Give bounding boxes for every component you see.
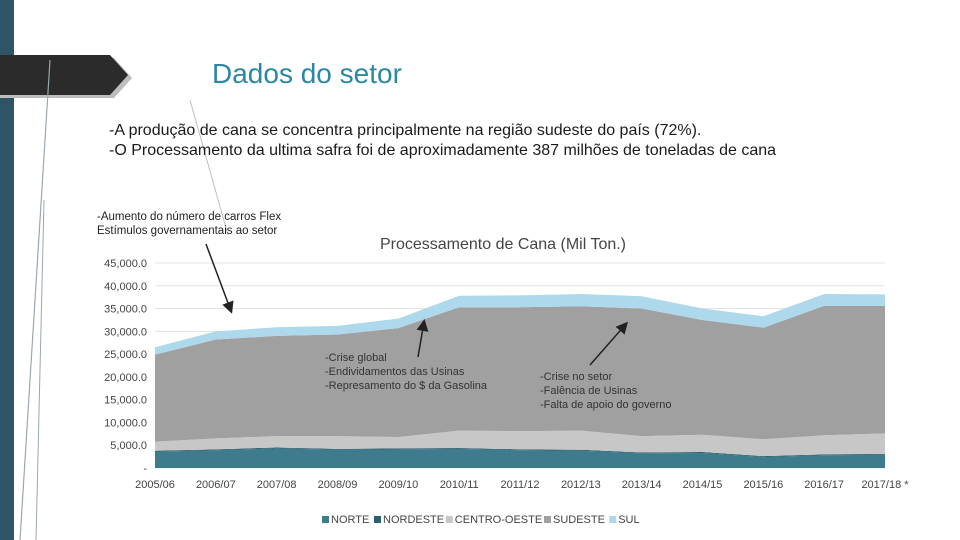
x-tick-label: 2012/13 <box>561 479 601 491</box>
annotation-sector-crisis: -Crise no setor -Falência de Usinas -Fal… <box>540 371 671 411</box>
arrow-to-2012 <box>589 321 628 366</box>
legend-swatch <box>322 516 329 523</box>
area-series-sul <box>155 293 885 355</box>
legend-label: NORTE <box>331 514 369 526</box>
annotation-line: -Endividamentos das Usinas <box>325 366 465 378</box>
flex-cars-note: -Aumento do número de carros Flex Estímu… <box>97 210 281 238</box>
legend-swatch <box>609 516 617 523</box>
legend-label: SUDESTE <box>553 514 605 526</box>
y-tick-label: - <box>143 463 147 475</box>
legend-swatch <box>374 516 381 523</box>
y-tick-label: 25,000.0 <box>104 349 147 361</box>
x-tick-label: 2016/17 <box>804 479 844 491</box>
annotation-line: -Crise no setor <box>540 371 612 383</box>
note-line: -Aumento do número de carros Flex <box>97 211 282 223</box>
bullet-processing-volume: -O Processamento da ultima safra foi de … <box>109 142 777 159</box>
x-tick-label: 2015/16 <box>743 479 783 491</box>
slide-title: Dados do setor <box>212 58 402 89</box>
y-tick-label: 45,000.0 <box>104 258 147 270</box>
y-tick-label: 30,000.0 <box>104 326 147 338</box>
x-tick-label: 2008/09 <box>318 479 358 491</box>
legend-swatch <box>445 516 453 523</box>
area-series-norte <box>155 448 885 468</box>
area-series-centro-oeste <box>155 430 885 457</box>
annotation-global-crisis: -Crise global -Endividamentos das Usinas… <box>325 352 488 392</box>
x-tick-label: 2009/10 <box>378 479 418 491</box>
left-accent-bar <box>0 0 14 540</box>
bullet-regional-production: -A produção de cana se concentra princip… <box>109 122 702 139</box>
y-tick-label: 40,000.0 <box>104 281 147 293</box>
legend-swatch <box>544 516 551 523</box>
annotation-line: -Falta de apoio do governo <box>540 399 671 411</box>
arrow-to-2009 <box>416 319 429 358</box>
legend-label: CENTRO-OESTE <box>455 514 542 526</box>
area-series-nordeste <box>155 447 885 458</box>
y-tick-label: 5,000.0 <box>110 440 147 452</box>
x-tick-label: 2017/18 * <box>861 479 909 491</box>
y-tick-label: 15,000.0 <box>104 395 147 407</box>
annotation-line: -Falência de Usinas <box>540 385 638 397</box>
x-tick-label: 2006/07 <box>196 479 236 491</box>
note-line: Estímulos governamentais ao setor <box>97 225 278 237</box>
chart-title: Processamento de Cana (Mil Ton.) <box>380 236 626 253</box>
area-series-sudeste <box>155 305 885 442</box>
legend-label: SUL <box>618 514 639 526</box>
y-tick-label: 35,000.0 <box>104 304 147 316</box>
x-tick-label: 2005/06 <box>135 479 175 491</box>
x-tick-label: 2007/08 <box>257 479 297 491</box>
x-tick-label: 2014/15 <box>683 479 723 491</box>
y-tick-label: 20,000.0 <box>104 372 147 384</box>
y-tick-label: 10,000.0 <box>104 417 147 429</box>
x-tick-label: 2013/14 <box>622 479 662 491</box>
arrow-to-2007 <box>205 243 234 314</box>
x-tick-label: 2010/11 <box>440 479 479 491</box>
legend-label: NORDESTE <box>383 514 444 526</box>
annotation-line: -Crise global <box>325 352 387 364</box>
annotation-line: -Represamento do $ da Gasolina <box>325 380 488 392</box>
title-flag-shape <box>0 55 128 95</box>
x-tick-label: 2011/12 <box>501 479 540 491</box>
